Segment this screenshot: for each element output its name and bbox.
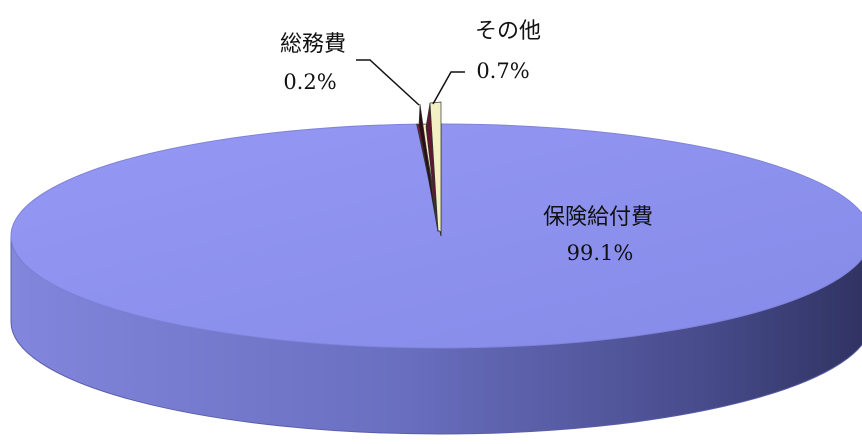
slice-value-hoken: 99.1% [567, 241, 634, 265]
leader-line-sonota [432, 71, 465, 105]
slice-side-somu [418, 103, 439, 233]
slice-label-hoken: 保険給付費 [543, 205, 653, 230]
slice-label-somu: 総務費 [280, 32, 346, 57]
slice-hoken [10, 123, 862, 349]
slice-label-sonota: その他 [475, 19, 541, 44]
slice-value-sonota: 0.7% [476, 59, 529, 83]
pie-slices [10, 101, 862, 435]
slice-face-sonota [429, 101, 442, 233]
slice-value-somu: 0.2% [283, 70, 336, 94]
leader-line-somu [356, 59, 420, 106]
